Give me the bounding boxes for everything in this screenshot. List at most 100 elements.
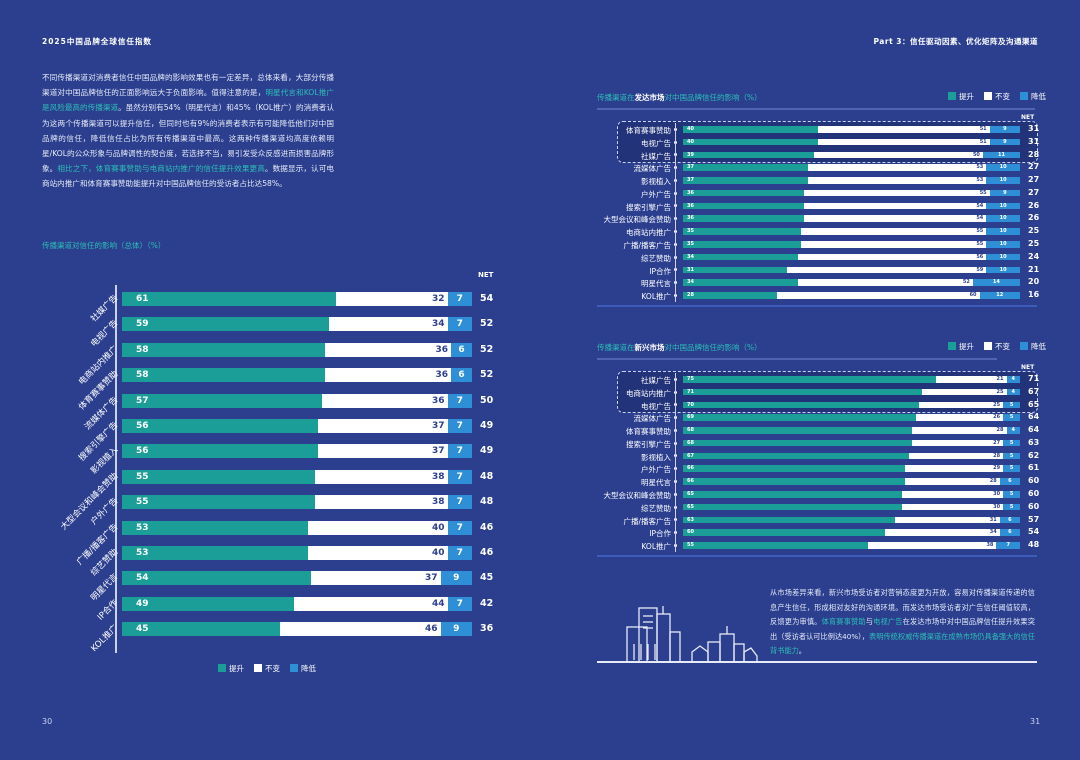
bar-up bbox=[122, 546, 308, 560]
value-down: 7 bbox=[456, 319, 463, 330]
value-down: 5 bbox=[1009, 491, 1014, 498]
value-down: 10 bbox=[999, 215, 1007, 222]
value-up: 28 bbox=[687, 292, 694, 299]
value-same: 38 bbox=[986, 542, 994, 549]
axis-dot bbox=[674, 191, 677, 195]
value-same: 36 bbox=[435, 370, 448, 381]
value-down: 6 bbox=[458, 344, 465, 355]
highlight-text: 表明传统权威传播渠道在成熟市场仍具备强大的信任背书能力 bbox=[770, 631, 1035, 656]
bar-up bbox=[683, 439, 913, 447]
category-label: 大型会议和峰会赞助 bbox=[59, 470, 121, 533]
highlight-text: 相比之下，体育赛事赞助与电商站内推广的信任提升效果更高 bbox=[57, 164, 265, 174]
bar-same bbox=[314, 495, 448, 510]
net-value: 36 bbox=[480, 623, 494, 635]
axis-line bbox=[675, 488, 676, 501]
bar-row: 49 44 7 bbox=[122, 596, 472, 611]
bar-down bbox=[1003, 465, 1020, 472]
bar-up bbox=[122, 393, 322, 408]
report-title: 2025中国品牌全球信任指数 bbox=[42, 37, 152, 46]
bar-row: 56 37 7 bbox=[122, 419, 472, 433]
category-label: 影视植入 bbox=[89, 445, 121, 477]
legend-up: 提升 bbox=[948, 341, 974, 352]
value-up: 59 bbox=[136, 319, 149, 330]
bar-up bbox=[683, 516, 896, 524]
bar-down bbox=[989, 189, 1020, 197]
text: 从市场差异来看，新兴市场受访者对营销态度更为开放，容易对传播渠道传递的信息产生信… bbox=[770, 588, 1035, 626]
axis-line bbox=[675, 199, 676, 213]
legend-up: 提升 bbox=[948, 91, 974, 102]
value-down: 6 bbox=[1008, 478, 1012, 485]
value-same: 55 bbox=[976, 241, 984, 248]
bar-down bbox=[986, 177, 1020, 184]
bar-same bbox=[905, 465, 1004, 472]
bar-up bbox=[122, 444, 318, 459]
bar-up bbox=[683, 279, 798, 286]
city-skyline-icon bbox=[597, 606, 1037, 663]
bar-row: 56 37 7 bbox=[122, 444, 472, 459]
category-label: 综艺赞助 bbox=[641, 253, 671, 263]
bar-up bbox=[683, 427, 913, 434]
value-same: 54 bbox=[976, 202, 984, 209]
value-same: 26 bbox=[993, 414, 1001, 421]
legend-up: 提升 bbox=[218, 663, 244, 674]
axis-line bbox=[675, 174, 676, 187]
value-same: 37 bbox=[431, 421, 445, 431]
bar-same bbox=[325, 368, 451, 383]
net-value: 60 bbox=[1028, 501, 1040, 511]
bar-up bbox=[683, 465, 906, 472]
value-up: 37 bbox=[687, 164, 694, 171]
axis-line bbox=[675, 212, 676, 226]
category-label: 流媒体广告 bbox=[83, 394, 121, 432]
bar-same bbox=[314, 469, 448, 484]
value-up: 66 bbox=[687, 478, 694, 485]
bar-down bbox=[440, 571, 472, 586]
value-down: 5 bbox=[1009, 465, 1014, 472]
value-same: 31 bbox=[989, 516, 997, 523]
bar-row: 53 40 7 bbox=[122, 546, 472, 560]
bar-down bbox=[986, 164, 1020, 171]
category-label: IP合作 bbox=[95, 597, 121, 623]
highlight-text: 电视广告 bbox=[873, 617, 903, 626]
value-up: 36 bbox=[687, 189, 694, 196]
overall-chart-title: 传播渠道对信任的影响（总体）（%） bbox=[42, 241, 166, 250]
bar-up bbox=[122, 520, 308, 535]
value-same: 60 bbox=[969, 292, 977, 299]
axis-line bbox=[675, 250, 676, 264]
net-value: 63 bbox=[1028, 437, 1040, 447]
net-value: 50 bbox=[480, 394, 494, 406]
axis-dot bbox=[674, 293, 677, 297]
bar-up bbox=[683, 503, 903, 511]
overall-legend: 提升 不变 降低 bbox=[218, 663, 316, 674]
axis-line bbox=[675, 411, 676, 425]
value-same: 38 bbox=[431, 471, 445, 482]
bar-same bbox=[902, 491, 1004, 498]
category-label: 户外广告 bbox=[641, 465, 671, 475]
value-up: 53 bbox=[136, 548, 149, 558]
bar-same bbox=[908, 452, 1004, 460]
highlight-box bbox=[617, 121, 1038, 163]
value-up: 45 bbox=[136, 624, 149, 635]
axis-dot bbox=[674, 492, 677, 496]
net-value: 57 bbox=[1028, 514, 1040, 524]
bar-up bbox=[122, 342, 325, 357]
bar-row: 68 28 4 bbox=[683, 427, 1020, 434]
bar-row: 35 55 10 bbox=[683, 241, 1020, 248]
axis-dot bbox=[674, 441, 677, 445]
net-header: NET bbox=[1021, 364, 1035, 371]
axis-line bbox=[675, 462, 676, 476]
section-title: Part 3：信任驱动因素、优化矩阵及沟通渠道 bbox=[873, 37, 1038, 46]
value-same: 37 bbox=[424, 573, 438, 584]
bar-up bbox=[122, 419, 318, 433]
axis-line bbox=[675, 276, 676, 290]
bar-same bbox=[787, 266, 987, 274]
value-down: 9 bbox=[453, 624, 460, 635]
axis-dot bbox=[674, 454, 677, 458]
axis-line bbox=[675, 539, 676, 552]
bar-down bbox=[1006, 427, 1020, 434]
value-same: 30 bbox=[993, 503, 1001, 510]
net-header: NET bbox=[1021, 114, 1035, 121]
axis-line bbox=[675, 475, 676, 488]
bar-same bbox=[868, 542, 997, 549]
value-up: 31 bbox=[687, 266, 694, 273]
value-up: 56 bbox=[136, 421, 149, 431]
